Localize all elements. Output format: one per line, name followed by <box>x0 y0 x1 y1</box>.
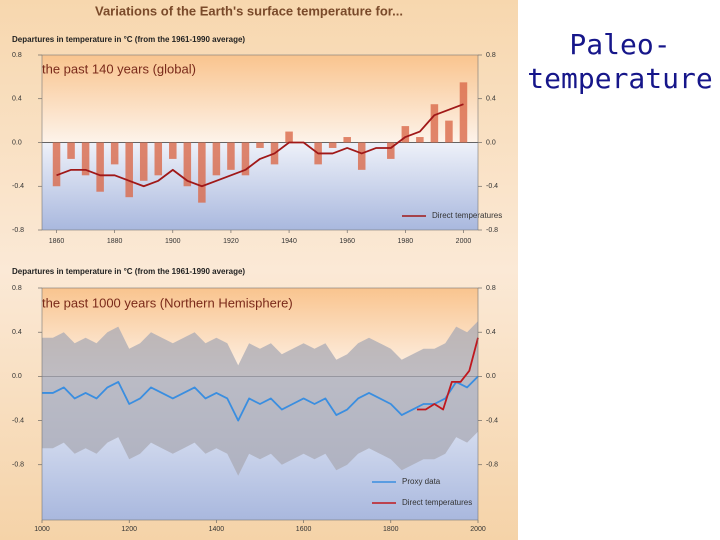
y-tick-label: -0.4 <box>12 417 24 424</box>
line <box>42 375 479 422</box>
x-tick-label: 2000 <box>456 238 472 245</box>
x-tick-label: 1880 <box>107 238 123 245</box>
x-tick-label: 1920 <box>223 238 239 245</box>
chart-title: Variations of the Earth's surface temper… <box>95 3 403 18</box>
bar <box>125 142 133 198</box>
bar <box>328 142 337 148</box>
bar <box>445 120 453 143</box>
y-tick-label-right: -0.4 <box>486 183 498 190</box>
legend-label: Proxy data <box>402 477 441 486</box>
y-tick-label: 0.8 <box>12 285 22 292</box>
y-tick-label-right: -0.8 <box>486 227 498 234</box>
bar <box>241 142 250 176</box>
x-tick-label: 1400 <box>209 526 225 533</box>
bar <box>285 131 293 143</box>
bar <box>212 142 221 176</box>
y-tick-label-right: -0.8 <box>486 462 498 469</box>
bar <box>81 142 90 176</box>
x-tick-label: 1860 <box>49 238 65 245</box>
y-tick-label: 0.4 <box>12 329 22 336</box>
bar <box>139 142 148 181</box>
y-tick-label: -0.8 <box>12 462 24 469</box>
x-tick-label: 2000 <box>470 526 486 533</box>
y-tick-label-right: 0.4 <box>486 96 496 103</box>
y-tick-label: 0.0 <box>12 373 22 380</box>
x-tick-label: 1600 <box>296 526 312 533</box>
slide-title: Paleo-temperature <box>527 28 713 95</box>
y-tick-label-right: -0.4 <box>486 417 498 424</box>
bar <box>96 142 104 192</box>
y-axis-label: Departures in temperature in °C (from th… <box>12 267 245 276</box>
bar <box>430 104 439 143</box>
bar <box>183 142 192 187</box>
uncertainty-band <box>42 321 478 476</box>
bar <box>52 142 61 187</box>
bar <box>67 142 75 159</box>
y-tick-label-right: 0.4 <box>486 329 496 336</box>
bar <box>343 137 351 143</box>
x-tick-label: 1900 <box>165 238 181 245</box>
bar <box>227 142 235 170</box>
x-tick-label: 1960 <box>339 238 355 245</box>
bar <box>169 142 177 159</box>
y-tick-label: 0.8 <box>12 52 22 59</box>
x-tick-label: 1940 <box>281 238 297 245</box>
y-tick-label: -0.8 <box>12 227 24 234</box>
y-tick-label-right: 0.8 <box>486 285 496 292</box>
bar <box>357 142 366 170</box>
plot-frame <box>41 287 479 521</box>
line <box>56 103 464 188</box>
y-tick-label-right: 0.0 <box>486 139 496 146</box>
y-axis-label: Departures in temperature in °C (from th… <box>12 35 245 44</box>
y-tick-label: 0.0 <box>12 139 22 146</box>
bar <box>416 137 424 143</box>
plot-frame <box>41 54 479 231</box>
subtitle: the past 140 years (global) <box>42 61 196 76</box>
bar <box>256 142 264 148</box>
subtitle: the past 1000 years (Northern Hemisphere… <box>42 295 293 310</box>
x-tick-label: 1200 <box>121 526 137 533</box>
legend-label: Direct temperatures <box>402 498 472 507</box>
bar <box>198 142 206 203</box>
bar <box>154 142 163 176</box>
bar <box>401 126 410 143</box>
x-tick-label: 1000 <box>34 526 50 533</box>
bar <box>387 142 395 159</box>
y-tick-label: 0.4 <box>12 96 22 103</box>
bar <box>110 142 119 165</box>
x-tick-label: 1980 <box>398 238 414 245</box>
chart-panel: Variations of the Earth's surface temper… <box>0 0 518 540</box>
bar <box>459 82 468 143</box>
y-tick-label-right: 0.0 <box>486 373 496 380</box>
x-tick-label: 1800 <box>383 526 399 533</box>
y-tick-label-right: 0.8 <box>486 52 496 59</box>
y-tick-label: -0.4 <box>12 183 24 190</box>
line <box>416 337 479 411</box>
legend-label: Direct temperatures <box>432 211 502 220</box>
